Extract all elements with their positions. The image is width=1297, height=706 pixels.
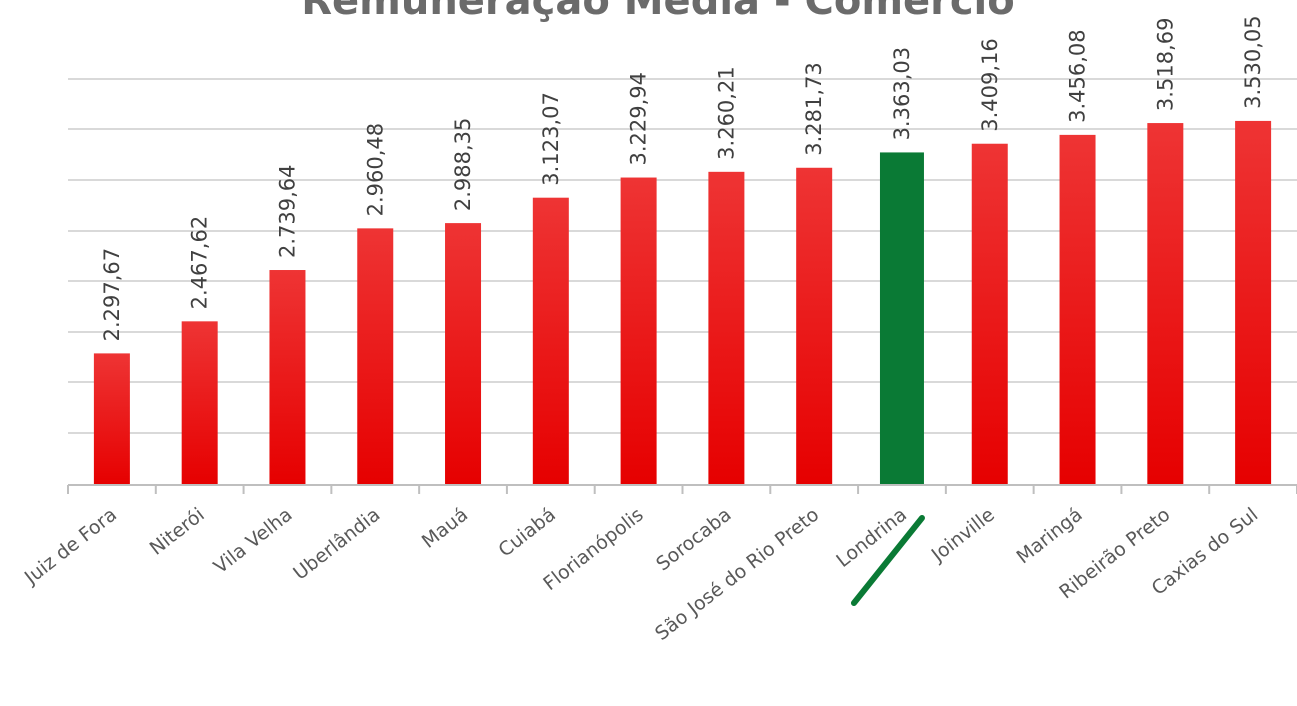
- data-label: 3.363,03: [890, 47, 914, 141]
- bar-highlighted: [879, 152, 924, 485]
- bars-layer: [93, 120, 1272, 486]
- bar: [1147, 123, 1184, 485]
- bar: [181, 321, 218, 485]
- category-label: Mauá: [418, 504, 472, 553]
- data-label: 2.988,35: [451, 118, 475, 212]
- bar: [357, 228, 394, 485]
- category-label: Sorocaba: [652, 504, 735, 576]
- bar: [971, 143, 1008, 486]
- category-label: Juiz de Fora: [20, 504, 121, 590]
- data-label: 3.123,07: [539, 92, 563, 186]
- category-label: Maringá: [1012, 504, 1086, 569]
- x-axis: [67, 484, 1297, 494]
- category-label: Vila Velha: [210, 504, 297, 579]
- category-label: Joinville: [927, 504, 999, 567]
- data-label: 2.960,48: [363, 123, 387, 217]
- category-label: Niterói: [146, 504, 209, 560]
- category-label: Uberlândia: [289, 504, 384, 585]
- data-label: 3.229,94: [627, 72, 651, 166]
- category-label: Londrina: [832, 504, 911, 572]
- data-label: 3.260,21: [714, 66, 738, 160]
- highlight-strike-mark: [850, 515, 925, 606]
- bar: [532, 197, 569, 486]
- bar: [1059, 134, 1096, 485]
- bar: [445, 223, 482, 486]
- bar: [796, 167, 833, 485]
- category-label: Cuiabá: [494, 504, 560, 562]
- data-label: 2.739,64: [275, 165, 299, 259]
- bar: [620, 177, 657, 485]
- data-label: 3.518,69: [1153, 18, 1177, 112]
- data-label: 3.409,16: [978, 38, 1002, 132]
- bar: [708, 171, 745, 485]
- chart-title: Remuneração Média - Comércio: [301, 0, 1015, 24]
- data-label: 3.281,73: [802, 62, 826, 156]
- bar: [93, 353, 130, 485]
- category-label: São José do Rio Preto: [651, 504, 823, 645]
- data-label: 2.467,62: [188, 216, 212, 310]
- grid-layer: [68, 78, 1297, 434]
- data-labels: 2.297,67 2.467,62 2.739,64 2.960,48 2.988,35…: [100, 15, 1265, 341]
- data-label: 3.530,05: [1241, 15, 1265, 109]
- bar: [269, 270, 306, 485]
- bar: [1235, 120, 1272, 485]
- data-label: 2.297,67: [100, 248, 124, 342]
- data-label: 3.456,08: [1066, 29, 1090, 123]
